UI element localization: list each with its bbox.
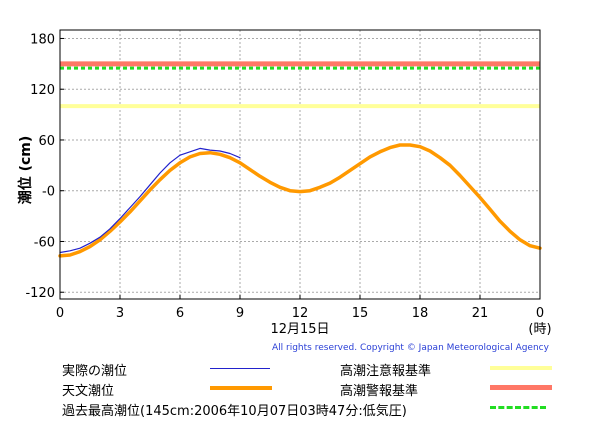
legend-warning-swatch [490, 385, 552, 390]
x-tick-label: 18 [412, 306, 429, 321]
legend-astronomical-swatch [210, 386, 272, 390]
x-tick-label: 9 [236, 306, 244, 321]
legend-astronomical-tide: 天文潮位 [62, 380, 114, 399]
legend-advisory-label: 高潮注意報基準 [340, 364, 432, 379]
actual-tide-line [59, 147, 241, 254]
x-tick-label: 6 [176, 306, 184, 321]
y-axis-label: 潮位 (cm) [17, 136, 34, 205]
y-tick-label: -60 [34, 235, 55, 250]
legend-record-high: 過去最高潮位(145cm:2006年10月07日03時47分:低気圧) [62, 400, 407, 419]
legend-advisory-level: 高潮注意報基準 [340, 360, 431, 379]
hour-unit-label: (時) [528, 322, 551, 337]
y-tick-label: -0 [42, 185, 55, 200]
x-tick-label: 0 [56, 306, 64, 321]
chart-grid [60, 30, 540, 299]
legend-record-label: 過去最高潮位(145cm:2006年10月07日03時47分:低気圧) [62, 404, 407, 419]
legend-actual-tide: 実際の潮位 [62, 360, 127, 379]
y-tick-label: 60 [38, 134, 55, 149]
reference-lines [60, 61, 540, 109]
legend-advisory-swatch [490, 366, 552, 370]
x-tick-label: 3 [116, 306, 124, 321]
axis-ticks: 0 3 6 9 12 15 18 21 0 180 120 60 -0 -60 -120 [25, 32, 544, 321]
legend-warning-level: 高潮警報基準 [340, 380, 418, 399]
y-tick-label: 180 [30, 32, 55, 47]
legend-warning-label: 高潮警報基準 [340, 384, 419, 399]
y-tick-label: -120 [25, 286, 55, 301]
x-tick-label: 12 [292, 306, 309, 321]
date-label: 12月15日 [270, 322, 329, 337]
x-tick-label: 15 [352, 306, 369, 321]
series-lines [58, 143, 542, 258]
astronomical-tide-line [58, 143, 542, 258]
x-tick-label: 21 [472, 306, 489, 321]
x-tick-label: 0 [536, 306, 544, 321]
legend-actual-swatch [210, 368, 270, 369]
y-tick-label: 120 [30, 83, 55, 98]
tide-chart: 0 3 6 9 12 15 18 21 0 180 120 60 -0 -60 -120 潮位 (cm) 1… [17, 29, 552, 337]
legend-actual-label: 実際の潮位 [62, 364, 128, 379]
legend-record-swatch [490, 406, 546, 409]
legend-astronomical-label: 天文潮位 [62, 384, 115, 399]
copyright-notice: All rights reserved. Copyright © Japan M… [272, 343, 549, 353]
